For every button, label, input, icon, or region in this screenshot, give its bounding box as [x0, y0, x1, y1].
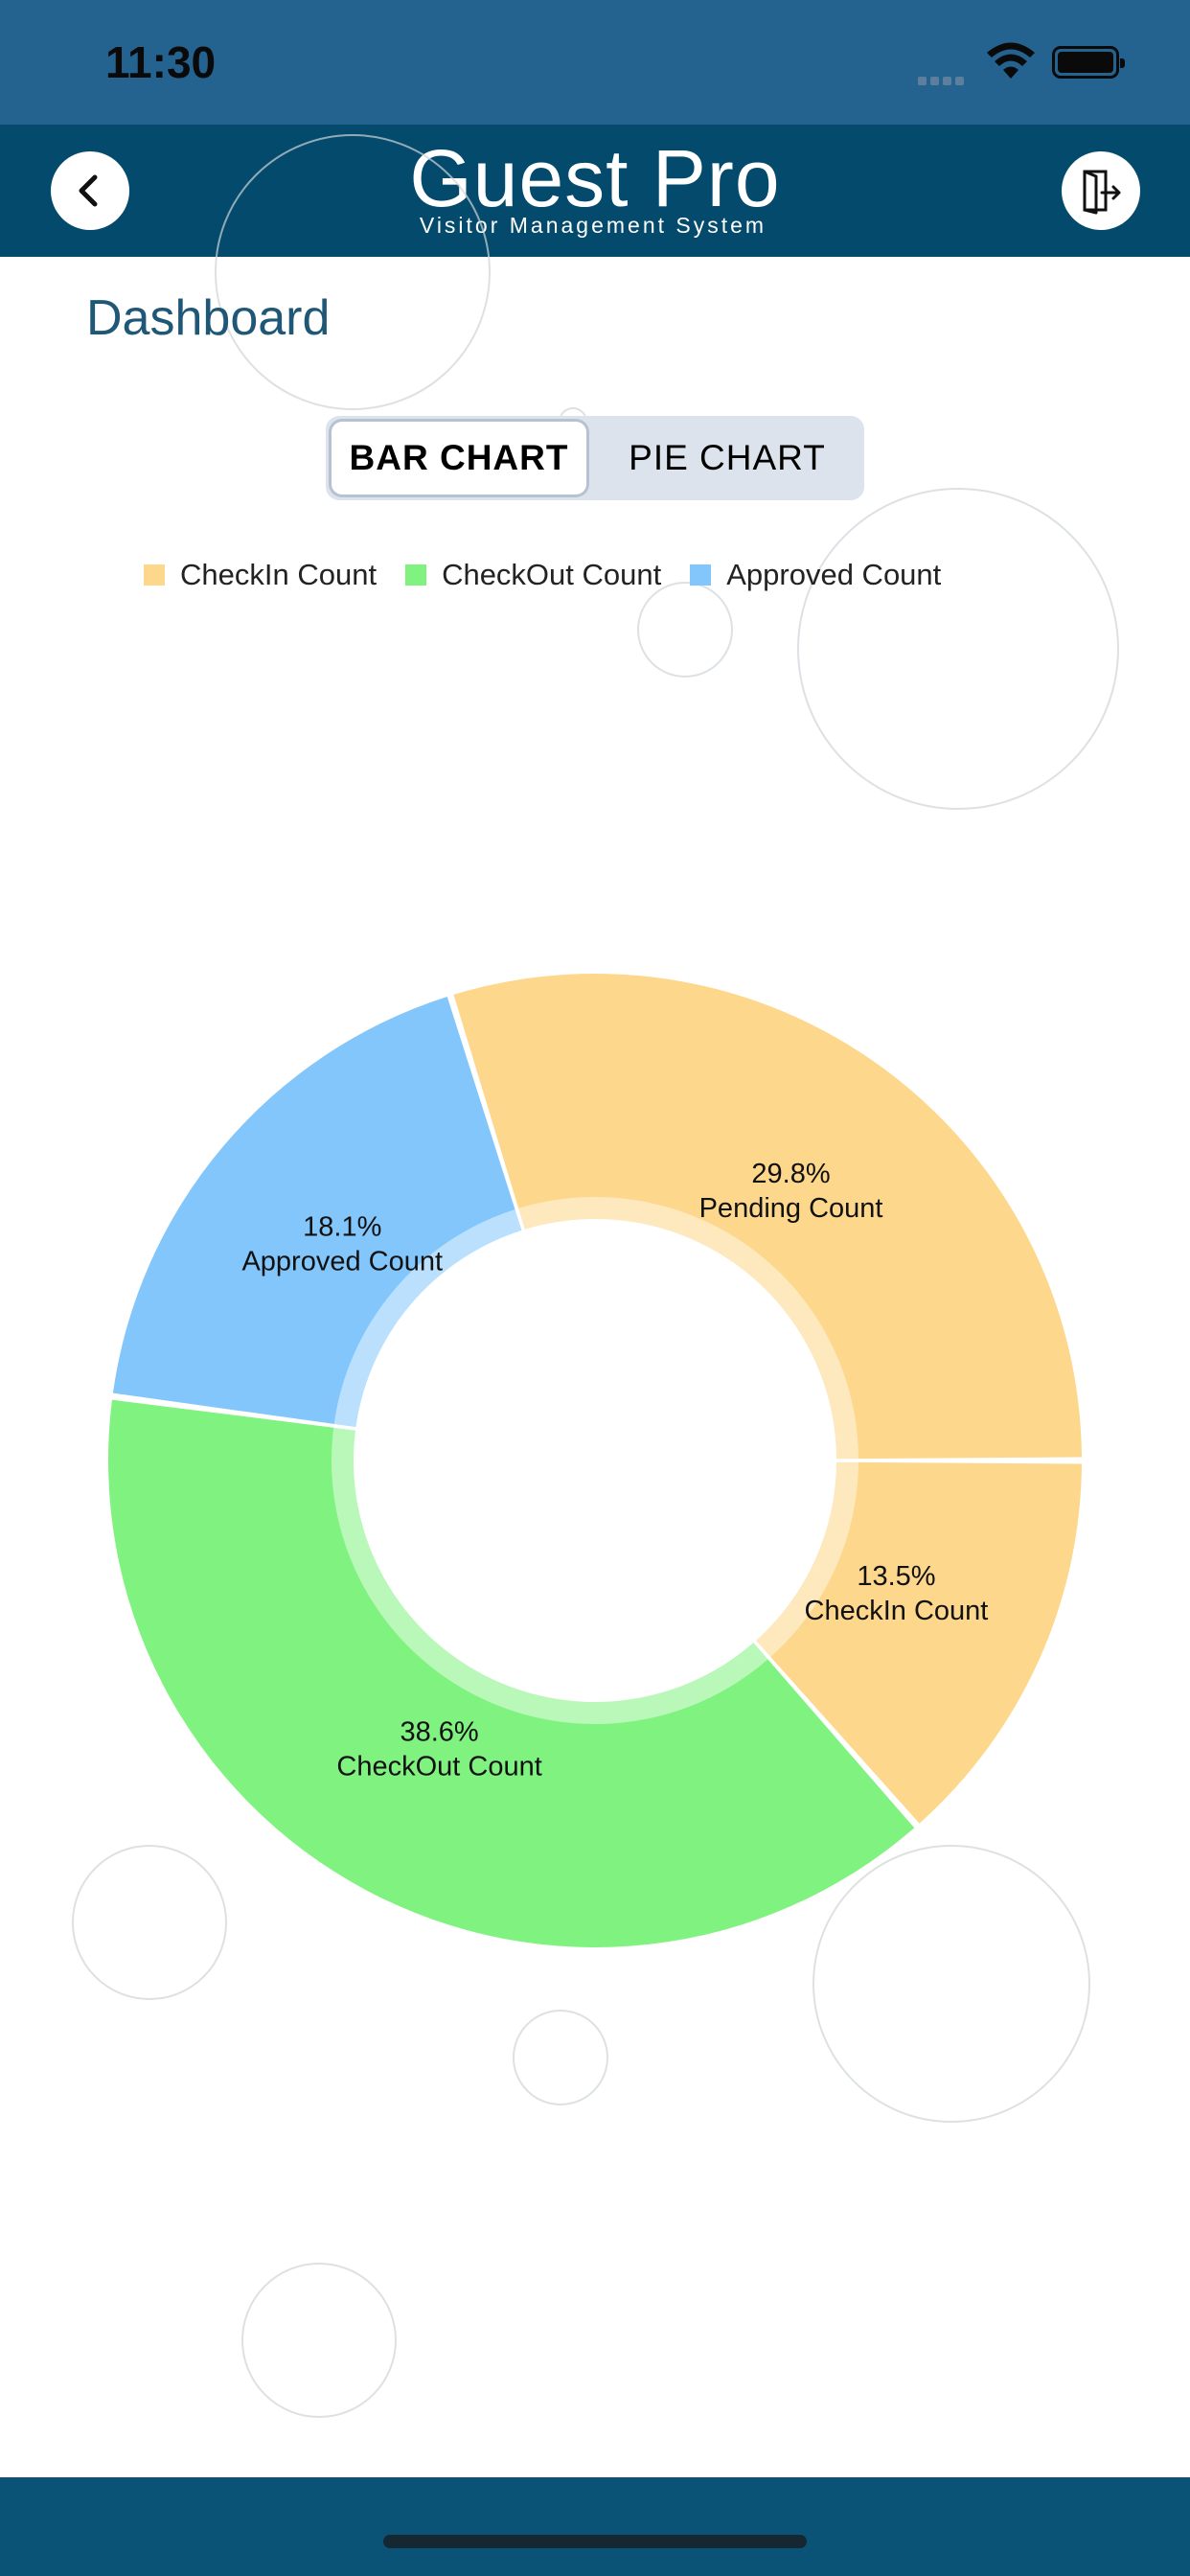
- legend-swatch: [144, 564, 165, 586]
- slice-inner-band: [332, 1208, 522, 1428]
- slice-percent-label: 18.1%: [303, 1212, 381, 1243]
- legend-swatch: [690, 564, 712, 586]
- page-title: Dashboard: [86, 290, 331, 346]
- legend-item-checkin: CheckIn Count: [144, 558, 377, 592]
- slice-name-label: CheckOut Count: [336, 1751, 541, 1782]
- slice-pending-count[interactable]: [453, 973, 1082, 1460]
- chart-legend: CheckIn Count CheckOut Count Approved Co…: [144, 556, 970, 594]
- slice-percent-label: 13.5%: [857, 1561, 935, 1592]
- status-bar: 11:30: [0, 0, 1190, 125]
- chart-type-toggle: BAR CHART PIE CHART: [326, 416, 864, 500]
- door-exit-icon: [1083, 170, 1121, 215]
- bottom-bar: [0, 2477, 1190, 2576]
- cellular-signal-icon: [918, 71, 972, 85]
- chevron-left-icon: [79, 174, 98, 207]
- back-button[interactable]: [51, 151, 129, 230]
- slice-name-label: CheckIn Count: [805, 1596, 989, 1626]
- legend-label: Approved Count: [726, 558, 942, 591]
- slice-inner-band: [755, 1461, 859, 1658]
- slice-percent-label: 29.8%: [751, 1159, 830, 1189]
- status-time: 11:30: [105, 37, 217, 87]
- slice-approved-count[interactable]: [112, 996, 515, 1424]
- wifi-icon: [987, 42, 1035, 79]
- slice-name-label: Approved Count: [241, 1247, 443, 1277]
- legend-item-approved: Approved Count: [690, 558, 941, 592]
- logout-button[interactable]: [1062, 151, 1140, 230]
- legend-label: CheckOut Count: [442, 558, 662, 591]
- slice-checkout-count[interactable]: [108, 1399, 915, 1947]
- battery-icon: [1052, 46, 1125, 79]
- home-indicator[interactable]: [383, 2535, 807, 2548]
- slice-percent-label: 38.6%: [400, 1716, 478, 1747]
- bar-chart-tab[interactable]: BAR CHART: [332, 422, 586, 494]
- slice-checkin-count[interactable]: [770, 1461, 1082, 1824]
- legend-item-checkout: CheckOut Count: [405, 558, 661, 592]
- slice-name-label: Pending Count: [699, 1193, 883, 1224]
- pie-chart-tab[interactable]: PIE CHART: [629, 438, 826, 477]
- slice-inner-band: [517, 1196, 859, 1460]
- legend-label: CheckIn Count: [180, 558, 378, 591]
- slice-inner-band: [331, 1427, 769, 1725]
- legend-swatch: [405, 564, 427, 586]
